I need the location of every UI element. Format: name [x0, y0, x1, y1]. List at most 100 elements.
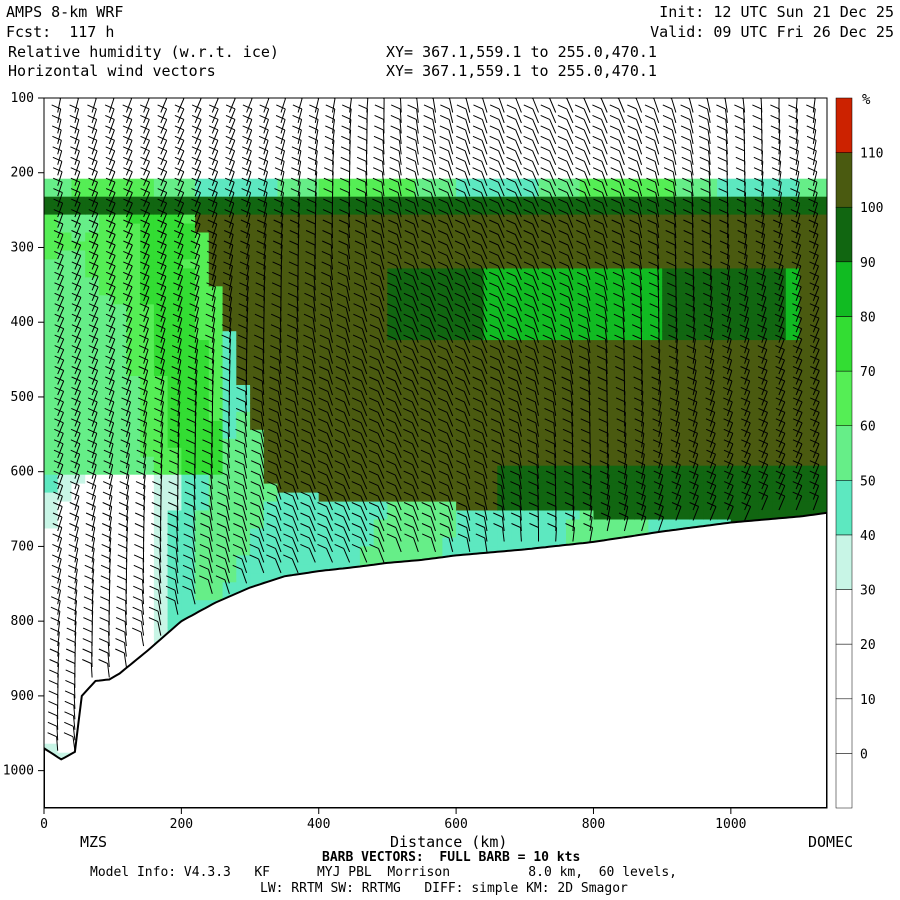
rh-cell — [112, 160, 127, 171]
rh-cell — [566, 340, 581, 350]
rh-cell — [799, 187, 814, 198]
rh-cell — [167, 402, 182, 413]
rh-cell — [442, 151, 457, 162]
rh-cell — [332, 277, 347, 287]
rh-cell — [291, 447, 306, 458]
rh-cell — [126, 268, 141, 278]
rh-cell — [346, 214, 361, 225]
rh-cell — [263, 250, 279, 261]
rh-cell — [428, 358, 443, 368]
rh-cell — [181, 160, 196, 171]
rh-cell — [689, 268, 704, 278]
rh-cell — [181, 295, 196, 305]
rh-cell — [57, 573, 72, 583]
rh-cell — [730, 107, 746, 117]
rh-cell — [98, 447, 114, 458]
rh-cell — [593, 214, 608, 225]
rh-cell — [483, 420, 498, 431]
rh-cell — [167, 107, 182, 117]
rh-cell — [538, 420, 553, 431]
rh-cell — [744, 205, 759, 216]
rh-cell — [799, 115, 814, 126]
rh-cell — [98, 358, 114, 368]
rh-cell — [469, 411, 485, 422]
barb-shaft — [57, 171, 63, 186]
rh-cell — [483, 232, 498, 243]
rh-cell — [799, 313, 814, 323]
barb-shaft — [91, 171, 98, 186]
rh-cell — [112, 447, 127, 458]
rh-cell — [566, 394, 581, 404]
rh-cell — [44, 349, 59, 359]
rh-cell — [346, 474, 361, 485]
rh-cell — [332, 223, 347, 234]
rh-cell — [442, 178, 457, 189]
rh-cell — [250, 304, 265, 314]
rh-cell — [291, 528, 306, 539]
rh-cell — [717, 501, 732, 512]
rh-cell — [785, 358, 801, 368]
rh-cell — [689, 196, 704, 207]
barb-shaft — [57, 569, 62, 584]
rh-cell — [250, 429, 265, 440]
rh-cell — [579, 98, 594, 108]
rh-cell — [579, 456, 594, 467]
rh-cell — [181, 528, 196, 539]
rh-cell — [318, 537, 333, 548]
barb-flag — [54, 376, 64, 382]
rh-cell — [359, 268, 375, 278]
rh-cell — [167, 483, 182, 494]
rh-cell — [497, 286, 512, 296]
rh-cell — [428, 411, 443, 422]
rh-cell — [497, 510, 512, 521]
rh-cell — [373, 429, 388, 440]
barb-shaft — [91, 265, 99, 281]
rh-cell — [497, 438, 512, 449]
rh-cell — [483, 465, 498, 476]
rh-cell — [717, 241, 732, 252]
rh-cell — [442, 429, 457, 440]
rh-cell — [167, 277, 182, 287]
rh-cell — [414, 295, 430, 305]
barb-shaft — [57, 495, 63, 511]
rh-cell — [717, 429, 732, 440]
rh-cell — [332, 385, 347, 395]
rh-cell — [401, 187, 416, 198]
rh-cell — [442, 438, 457, 449]
rh-cell — [511, 465, 526, 476]
rh-cell — [579, 376, 594, 386]
barb-shaft — [91, 506, 96, 521]
rh-cell — [497, 277, 512, 287]
rh-cell — [85, 250, 100, 261]
rh-cell — [98, 420, 114, 431]
rh-cell — [785, 394, 801, 404]
rh-cell — [318, 349, 333, 359]
rh-cell — [813, 241, 827, 252]
rh-cell — [620, 456, 636, 467]
rh-cell — [208, 169, 224, 180]
rh-cell — [263, 564, 279, 574]
barb-flag — [66, 627, 77, 633]
rh-cell — [648, 196, 663, 207]
rh-cell — [414, 492, 430, 503]
rh-cell — [675, 133, 691, 144]
rh-cell — [44, 250, 59, 261]
rh-cell — [579, 483, 594, 494]
rh-cell — [538, 187, 553, 198]
barb-shaft — [57, 98, 61, 113]
barb-flag — [64, 721, 74, 727]
rh-cell — [675, 501, 691, 512]
rh-cell — [524, 376, 540, 386]
rh-cell — [414, 438, 430, 449]
rh-cell — [552, 420, 567, 431]
rh-cell — [112, 546, 127, 556]
rh-cell — [346, 483, 361, 494]
rh-cell — [579, 420, 594, 431]
rh-cell — [167, 582, 182, 592]
rh-cell — [208, 349, 224, 359]
rh-cell — [497, 492, 512, 503]
barb-shaft — [57, 391, 65, 406]
rh-cell — [332, 124, 347, 135]
rh-cell — [662, 151, 677, 162]
rh-cell — [332, 322, 347, 332]
